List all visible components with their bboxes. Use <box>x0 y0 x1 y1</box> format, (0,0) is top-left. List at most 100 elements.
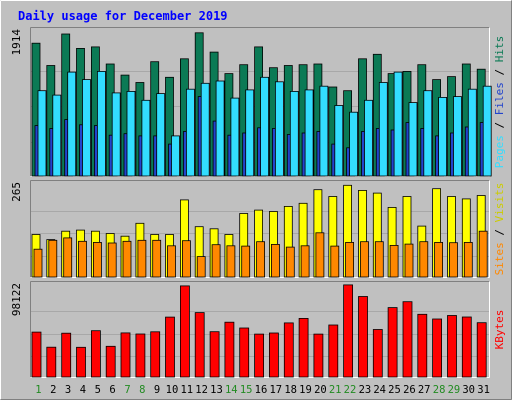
x-tick-label: 3 <box>65 384 71 396</box>
bar-pages <box>482 85 492 177</box>
bar-kbytes <box>61 332 72 378</box>
x-tick-label: 19 <box>299 384 312 396</box>
bar-kbytes <box>387 307 398 378</box>
legend-entry-hits: Hits <box>493 36 506 63</box>
bar-pages <box>304 89 314 177</box>
bar-pages <box>215 80 225 177</box>
x-tick-label: 18 <box>284 384 297 396</box>
bar-sites <box>33 248 43 278</box>
x-tick-label: 14 <box>225 384 238 396</box>
bar-pages <box>37 90 47 177</box>
bar-sites <box>404 243 414 278</box>
bar-pages <box>97 71 106 177</box>
y-axis-max-label: 98122 <box>10 283 23 316</box>
bar-pages <box>274 81 284 177</box>
x-tick-label: 21 <box>329 384 342 396</box>
x-tick-label: 25 <box>388 384 401 396</box>
bar-kbytes <box>194 312 205 378</box>
bar-kbytes <box>209 331 220 378</box>
bar-pages <box>67 71 77 177</box>
x-tick-label: 27 <box>418 384 431 396</box>
bar-sites <box>330 245 340 278</box>
x-tick-label: 10 <box>166 384 179 396</box>
x-tick-label: 15 <box>240 384 253 396</box>
legend-entry-kbytes: KBytes <box>493 310 506 350</box>
x-tick-label: 20 <box>314 384 327 396</box>
bar-kbytes <box>150 331 161 378</box>
chart-panels: 1914 Pages / Files / Hits 265 Sites / Visit… <box>10 27 506 378</box>
bar-kbytes <box>417 313 428 378</box>
bar-kbytes <box>76 346 86 378</box>
bar-sites <box>449 242 458 278</box>
bar-pages <box>423 90 433 177</box>
bar-sites <box>78 240 87 278</box>
bar-sites <box>152 239 162 278</box>
x-tick-label: 5 <box>95 384 101 396</box>
bar-sites <box>241 245 251 278</box>
x-tick-label: 22 <box>344 384 357 396</box>
bar-kbytes <box>343 284 354 378</box>
legend-separator: / <box>493 62 506 82</box>
bar-kbytes <box>135 333 146 378</box>
bar-sites <box>434 241 444 278</box>
x-tick-label: 2 <box>50 384 56 396</box>
bar-kbytes <box>328 324 339 378</box>
bar-sites <box>137 239 147 278</box>
x-tick-label: 6 <box>109 384 115 396</box>
legend-entry-visits: Visits <box>493 183 506 223</box>
bar-pages <box>245 89 255 177</box>
bar-sites <box>93 241 102 278</box>
bar-pages <box>171 135 180 177</box>
bar-sites <box>226 245 236 278</box>
bar-pages <box>393 71 403 177</box>
x-tick-label: 11 <box>180 384 193 396</box>
legend-entry-sites: Sites <box>493 242 506 275</box>
bar-pages <box>319 85 329 177</box>
bar-sites <box>285 246 295 278</box>
x-tick-label: 30 <box>462 384 475 396</box>
x-tick-label: 1 <box>35 384 41 396</box>
bar-sites <box>300 245 310 278</box>
x-tick-label: 28 <box>433 384 446 396</box>
bar-sites <box>181 240 191 278</box>
bar-kbytes <box>105 345 116 378</box>
bar-sites <box>463 241 473 278</box>
bar-sites <box>48 239 58 278</box>
bar-kbytes <box>476 322 487 378</box>
bar-kbytes <box>447 315 457 378</box>
bar-pages <box>334 105 344 177</box>
bar-pages <box>349 111 359 177</box>
bar-kbytes <box>120 332 131 378</box>
bar-kbytes <box>165 316 175 378</box>
bar-pages <box>453 96 462 177</box>
bar-kbytes <box>268 332 279 378</box>
x-tick-label: 17 <box>269 384 282 396</box>
bar-sites <box>345 241 355 278</box>
bar-pages <box>230 97 240 177</box>
bar-sites <box>256 241 266 278</box>
bar-pages <box>364 99 373 177</box>
x-tick-label: 4 <box>80 384 86 396</box>
bar-kbytes <box>402 301 413 378</box>
bar-sites <box>122 240 132 278</box>
panel-legend: Pages / Files / Hits <box>493 36 506 169</box>
bar-sites <box>389 244 399 278</box>
x-tick-label: 29 <box>448 384 461 396</box>
bar-sites <box>167 245 176 278</box>
x-tick-label: 8 <box>139 384 145 396</box>
x-tick-label: 23 <box>359 384 372 396</box>
bar-sites <box>360 241 369 278</box>
bar-sites <box>211 244 221 278</box>
x-tick-label: 31 <box>477 384 490 396</box>
bar-sites <box>374 241 384 278</box>
bar-kbytes <box>239 327 250 378</box>
bar-pages <box>467 88 477 177</box>
bar-pages <box>111 92 121 177</box>
bar-pages <box>200 82 210 177</box>
bar-sites <box>315 232 325 278</box>
bar-kbytes <box>254 333 265 378</box>
bar-pages <box>185 88 195 177</box>
bar-pages <box>141 99 151 177</box>
panel-legend: KBytes <box>493 310 506 350</box>
legend-separator: / <box>493 222 506 242</box>
